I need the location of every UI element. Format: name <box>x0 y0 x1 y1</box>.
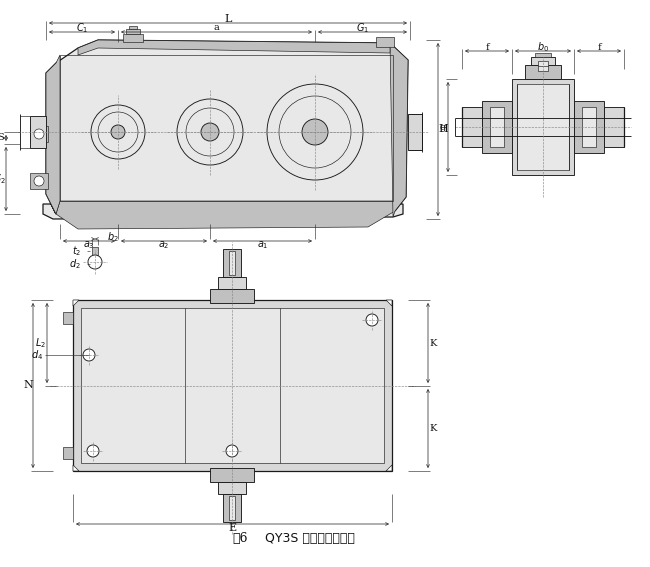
Bar <box>30 116 46 148</box>
Bar <box>218 277 246 289</box>
Bar <box>535 53 551 57</box>
Bar <box>525 65 561 79</box>
Circle shape <box>111 125 125 139</box>
Text: $t_2$: $t_2$ <box>72 244 81 258</box>
Text: QY3S 减速器外形尺寸: QY3S 减速器外形尺寸 <box>265 532 355 545</box>
Bar <box>210 289 254 303</box>
Bar <box>129 26 137 29</box>
Text: E: E <box>228 523 237 533</box>
Circle shape <box>91 105 145 159</box>
Text: $S_2$: $S_2$ <box>0 172 6 186</box>
Text: a: a <box>214 23 220 32</box>
Bar <box>81 308 384 463</box>
Bar <box>408 114 422 150</box>
Bar <box>126 29 140 34</box>
Circle shape <box>302 119 328 145</box>
Circle shape <box>201 123 219 141</box>
Polygon shape <box>78 40 390 55</box>
Circle shape <box>226 445 238 457</box>
Polygon shape <box>73 465 79 471</box>
Bar <box>223 494 241 522</box>
Circle shape <box>83 349 95 361</box>
Text: $a_2$: $a_2$ <box>158 239 170 251</box>
Bar <box>123 34 143 42</box>
Bar <box>462 107 482 147</box>
Bar <box>73 300 392 471</box>
Text: g: g <box>440 122 446 132</box>
Text: $C_1$: $C_1$ <box>76 21 88 35</box>
Text: $d_4$: $d_4$ <box>31 348 43 362</box>
Polygon shape <box>386 465 392 471</box>
Polygon shape <box>43 40 408 219</box>
Bar <box>582 107 596 147</box>
Circle shape <box>177 99 243 165</box>
Circle shape <box>34 129 44 139</box>
Polygon shape <box>386 300 392 306</box>
Bar <box>512 79 574 175</box>
Bar <box>210 468 254 482</box>
Text: H: H <box>438 125 448 134</box>
Text: L: L <box>224 14 231 24</box>
Bar <box>531 57 555 65</box>
Bar <box>229 251 235 275</box>
Circle shape <box>88 255 102 269</box>
Text: $G_1$: $G_1$ <box>356 21 369 35</box>
Text: N: N <box>23 380 33 391</box>
Bar <box>63 447 73 459</box>
Bar <box>229 496 235 520</box>
Bar <box>482 101 512 153</box>
Text: f: f <box>597 43 601 52</box>
Text: $d_2$: $d_2$ <box>70 257 81 271</box>
Bar <box>223 249 241 277</box>
Circle shape <box>34 176 44 186</box>
Text: K: K <box>429 338 437 348</box>
Bar <box>92 247 98 255</box>
Bar <box>574 101 604 153</box>
Text: $a_3$: $a_3$ <box>83 239 95 251</box>
Text: $b_0$: $b_0$ <box>537 40 549 54</box>
Circle shape <box>267 84 363 180</box>
Text: K: K <box>429 424 437 433</box>
Bar <box>30 173 48 189</box>
Polygon shape <box>56 201 395 229</box>
Circle shape <box>87 445 99 457</box>
Text: $b_2$: $b_2$ <box>107 230 119 244</box>
Text: S: S <box>0 133 5 142</box>
Bar <box>604 107 624 147</box>
Polygon shape <box>46 55 60 214</box>
Bar <box>30 126 48 142</box>
Text: $a_1$: $a_1$ <box>257 239 268 251</box>
Bar <box>218 482 246 494</box>
Text: f: f <box>485 43 489 52</box>
Polygon shape <box>390 43 408 217</box>
Circle shape <box>366 314 378 326</box>
Bar <box>538 61 548 71</box>
Bar <box>63 312 73 324</box>
Bar <box>517 84 569 170</box>
Text: 图6: 图6 <box>232 532 248 545</box>
Bar <box>376 37 394 47</box>
Bar <box>490 107 504 147</box>
Polygon shape <box>73 300 79 306</box>
Text: $L_2$: $L_2$ <box>34 336 46 350</box>
